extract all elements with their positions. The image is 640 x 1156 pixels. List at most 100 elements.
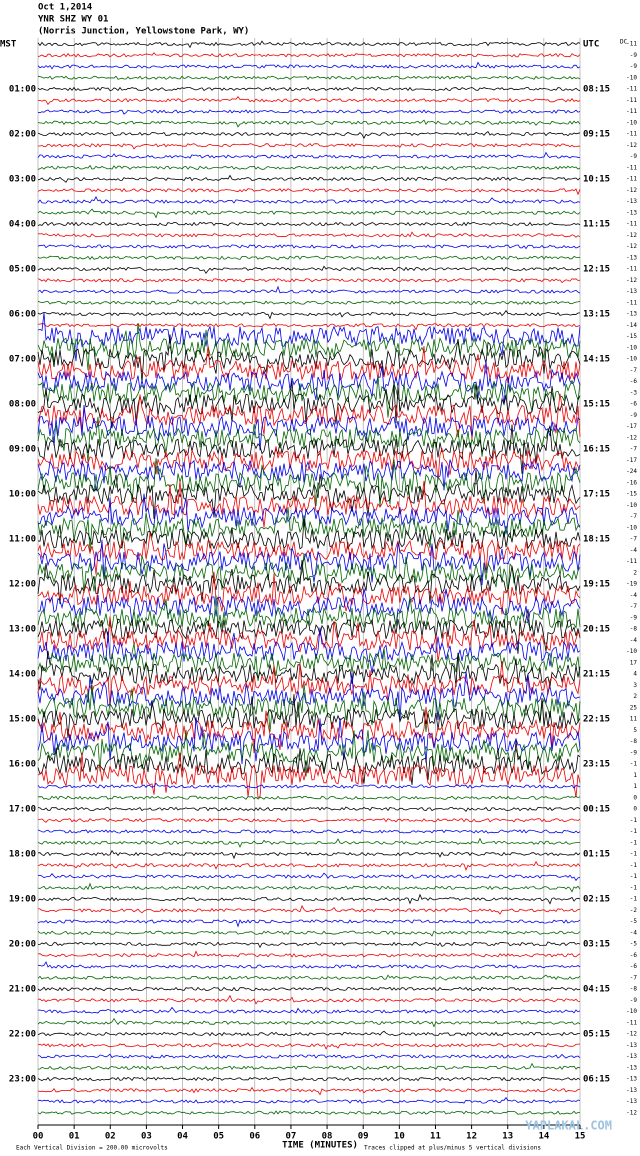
- dc-value: -11: [626, 1019, 637, 1026]
- trace: [37, 795, 581, 801]
- dc-value: -12: [626, 232, 637, 239]
- trace: [37, 244, 581, 250]
- trace: [37, 1006, 581, 1014]
- date: Oct 1,2014: [38, 3, 93, 13]
- dc-value: -4: [630, 592, 638, 599]
- dc-value: 1: [633, 783, 637, 790]
- trace: [37, 609, 581, 654]
- dc-value: -14: [626, 322, 637, 329]
- dc-value: -11: [626, 108, 637, 115]
- utc-label: 05:15: [583, 1030, 610, 1040]
- trace: [38, 96, 581, 106]
- trace: [37, 506, 581, 552]
- mst-label: 13:00: [9, 625, 36, 635]
- dc-value: -1: [630, 873, 638, 880]
- dc-value: -10: [626, 502, 637, 509]
- mst-label: 19:00: [9, 895, 36, 905]
- x-tick-label: 06: [249, 1132, 260, 1142]
- utc-label: 03:15: [583, 940, 610, 950]
- dc-value: -1: [630, 862, 638, 869]
- dc-value: -6: [630, 378, 638, 385]
- utc-label: 11:15: [583, 220, 610, 230]
- trace: [37, 1086, 581, 1096]
- dc-value: -9: [630, 63, 638, 70]
- dc-value: -11: [626, 221, 637, 228]
- dc-value: -7: [630, 536, 638, 543]
- dc-value: -13: [626, 1098, 637, 1105]
- trace: [37, 986, 581, 992]
- dc-value: -13: [626, 1053, 637, 1060]
- dc-value: -10: [626, 74, 637, 81]
- mst-label: 01:00: [9, 85, 36, 95]
- dc-value: 1: [633, 772, 637, 779]
- trace: [37, 61, 581, 70]
- trace: [37, 650, 581, 691]
- trace: [37, 109, 581, 115]
- watermark: YAPLAKAL.COM: [525, 1119, 612, 1133]
- x-tick-label: 12: [466, 1132, 477, 1142]
- x-tick-label: 07: [286, 1132, 297, 1142]
- trace: [37, 849, 581, 860]
- mst-label: 11:00: [9, 535, 36, 545]
- trace: [37, 994, 581, 1005]
- mst-label: 14:00: [9, 670, 36, 680]
- dc-value: 3: [633, 682, 637, 689]
- station: YNR SHZ WY 01: [38, 15, 108, 25]
- utc-label: 08:15: [583, 85, 610, 95]
- dc-value: -10: [626, 356, 637, 363]
- mst-label: 04:00: [9, 220, 36, 230]
- dc-value: -16: [626, 479, 637, 486]
- mst-label: 22:00: [9, 1030, 36, 1040]
- dc-value: -12: [626, 434, 637, 441]
- dc-value: 25: [630, 704, 638, 711]
- trace: [37, 950, 581, 958]
- dc-value: -13: [626, 1064, 637, 1071]
- trace: [37, 1017, 581, 1028]
- mst-label: 02:00: [9, 130, 36, 140]
- trace: [37, 919, 581, 928]
- trace: [37, 893, 581, 905]
- trace: [37, 381, 581, 429]
- x-tick-label: 13: [502, 1132, 513, 1142]
- trace: [37, 299, 581, 305]
- utc-label: 23:15: [583, 760, 610, 770]
- dc-value: -1: [630, 828, 638, 835]
- trace: [37, 459, 581, 492]
- trace: [37, 208, 581, 219]
- trace: [37, 424, 581, 474]
- dc-value: -1: [630, 817, 638, 824]
- dc-value: -11: [626, 558, 637, 565]
- dc-value: -6: [630, 963, 638, 970]
- utc-label: UTC: [583, 40, 599, 50]
- trace: [37, 323, 581, 331]
- utc-label: 01:15: [583, 850, 610, 860]
- dc-value: -1: [630, 884, 638, 891]
- dc-value: -4: [630, 547, 638, 554]
- trace: [37, 553, 581, 594]
- dc-value: -12: [626, 1031, 637, 1038]
- mst-label: 16:00: [9, 760, 36, 770]
- utc-label: 19:15: [583, 580, 610, 590]
- dc-value: -2: [630, 907, 638, 914]
- x-axis-label: TIME (MINUTES): [282, 1141, 358, 1151]
- dc-value: -5: [630, 941, 638, 948]
- dc-value: 5: [633, 727, 637, 734]
- trace: [37, 75, 581, 80]
- utc-label: 14:15: [583, 355, 610, 365]
- utc-label: 17:15: [583, 490, 610, 500]
- dc-value: 0: [633, 806, 637, 813]
- mst-label: MST: [0, 40, 17, 50]
- trace: [37, 837, 580, 848]
- x-tick-label: 10: [394, 1132, 405, 1142]
- dc-value: -12: [626, 187, 637, 194]
- dc-value: -17: [626, 457, 637, 464]
- mst-label: 18:00: [9, 850, 36, 860]
- trace: [37, 119, 581, 128]
- dc-value: -10: [626, 344, 637, 351]
- x-tick-label: 04: [177, 1132, 188, 1142]
- dc-value: 2: [633, 693, 637, 700]
- trace: [37, 309, 581, 320]
- dc-value: -5: [630, 918, 638, 925]
- trace: [37, 393, 581, 440]
- dc-value: -10: [626, 119, 637, 126]
